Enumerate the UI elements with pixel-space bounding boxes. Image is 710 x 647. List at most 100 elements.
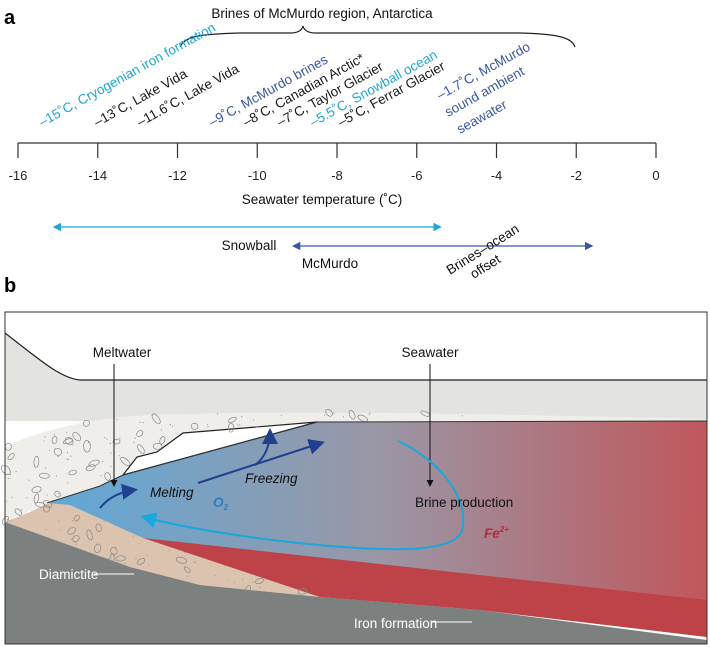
clast [82, 420, 90, 427]
diamictite-layer [5, 503, 320, 597]
fe-label: Fe2+ [484, 525, 509, 541]
grain [44, 436, 46, 438]
circulation-arrow [140, 440, 465, 551]
grain [259, 586, 261, 588]
grain [342, 416, 344, 418]
tick-label: -16 [9, 168, 28, 183]
grain [324, 414, 326, 416]
grain [256, 426, 258, 428]
clast [31, 486, 42, 494]
grain [133, 441, 135, 443]
grain [168, 549, 170, 552]
grain [90, 531, 92, 533]
grain [45, 528, 47, 531]
grain [110, 452, 112, 454]
grain [280, 414, 282, 416]
grain [9, 474, 11, 476]
grain [110, 465, 112, 467]
clast [33, 455, 40, 468]
clast [51, 436, 58, 444]
grain [6, 519, 8, 521]
grain [103, 520, 105, 523]
clast [0, 464, 11, 476]
clast [152, 442, 163, 450]
grain [142, 421, 144, 424]
clasts [0, 408, 463, 595]
clast [244, 585, 251, 594]
tick-label: -8 [331, 168, 343, 183]
clast [190, 422, 199, 430]
clast [137, 444, 145, 454]
grain [242, 578, 244, 580]
grain [72, 444, 74, 446]
grain [70, 538, 72, 541]
melting-label: Melting [150, 485, 194, 500]
tick-label: -2 [570, 168, 582, 183]
brine-production-label: Brine production [415, 495, 513, 510]
clast [104, 472, 111, 481]
grain [102, 461, 104, 463]
grain [184, 552, 186, 554]
freezing-arrow [197, 439, 325, 484]
grain [146, 555, 148, 557]
meltwater-label: Meltwater [93, 345, 152, 360]
range-arrows: Snowball McMurdo [52, 222, 594, 271]
clast [86, 529, 93, 541]
tick-label: 0 [652, 168, 659, 183]
grain [224, 565, 226, 567]
clast [297, 588, 308, 595]
rejection-arrow [254, 428, 278, 466]
clast [67, 527, 76, 535]
grain [138, 543, 141, 545]
seawater-label: Seawater [401, 345, 459, 360]
grain [206, 423, 209, 425]
clast [137, 558, 146, 565]
annotations: –15˚C, Cryogenian iron formation–13˚C, L… [36, 20, 532, 137]
clast [115, 555, 126, 562]
grain [15, 470, 17, 473]
grain [216, 413, 219, 415]
grain [186, 575, 189, 577]
grain [214, 575, 216, 577]
panel-a-letter: a [4, 7, 16, 29]
grain [11, 496, 13, 498]
grain [43, 440, 45, 442]
grain [241, 416, 243, 418]
grain [87, 441, 90, 444]
clast [53, 447, 62, 456]
grain [252, 419, 255, 421]
temperature-axis: -16 -14 -12 -10 -8 -6 -4 -2 0 [9, 142, 660, 183]
grain [160, 429, 162, 431]
clast [7, 453, 15, 461]
grain [53, 434, 55, 436]
grain [106, 438, 108, 440]
grain [75, 543, 77, 545]
grain [58, 520, 60, 522]
panel-b-letter: b [4, 275, 16, 297]
clast [184, 566, 191, 573]
grain [57, 455, 59, 457]
grain [124, 563, 126, 565]
grain [57, 493, 59, 495]
grain [461, 415, 463, 417]
clast [151, 413, 161, 425]
iron-formation-label: Iron formation [354, 616, 437, 631]
clast [43, 504, 51, 513]
brace [179, 25, 576, 48]
clast [33, 493, 40, 504]
clast [227, 416, 237, 423]
grain [114, 546, 117, 548]
grain [104, 437, 106, 439]
grain [132, 535, 134, 537]
grain [297, 593, 299, 595]
diamictite-label: Diamictite [39, 567, 98, 582]
grain [256, 578, 258, 580]
grain [66, 451, 69, 454]
ice-shelf [5, 333, 707, 421]
clast [54, 490, 61, 498]
grain [46, 494, 48, 496]
clast [72, 432, 82, 442]
tick-label: -6 [411, 168, 423, 183]
clast [83, 440, 91, 453]
